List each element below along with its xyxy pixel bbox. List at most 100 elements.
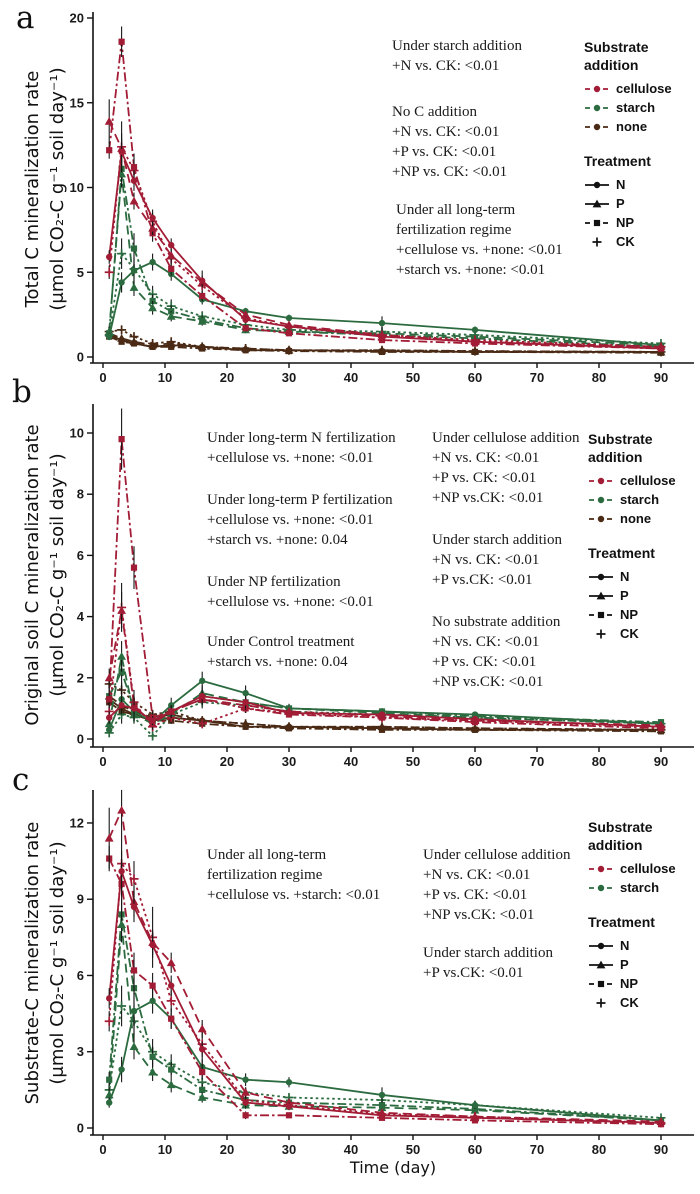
legend-item-P: P xyxy=(588,586,676,605)
series-line xyxy=(108,924,662,1122)
annotation-a-1: No C addition +N vs. CK: <0.01 +P vs. CK: … xyxy=(392,102,507,182)
marker-circle xyxy=(593,123,601,130)
marker-circle xyxy=(242,1076,249,1083)
legend-item-N: N xyxy=(588,567,676,586)
x-tick-label: 80 xyxy=(592,754,606,769)
axes-panel-c: 0 3 6 9 12 0 10 20 30 40 50 60 70 80 90 xyxy=(70,790,694,1157)
y-tick-label: 0 xyxy=(77,732,84,747)
marker-circle xyxy=(471,348,479,356)
legend-b-section-0: Substrate addition cellulose starch none xyxy=(588,430,676,528)
legend-items: cellulose starch xyxy=(588,859,676,897)
marker-square xyxy=(199,1068,206,1076)
series-a-cellulose-N xyxy=(106,138,665,352)
legend-item-starch: starch xyxy=(584,98,672,117)
y-tick-label: 0 xyxy=(77,350,84,365)
marker-square xyxy=(285,1112,293,1119)
x-tick-label: 30 xyxy=(282,1142,296,1157)
legend-item-starch: starch xyxy=(588,490,676,509)
marker-circle xyxy=(471,715,479,723)
y-axis-title-b-line2: (μmol CO₂-C g⁻¹ soil day⁻¹) xyxy=(47,453,68,697)
marker-square xyxy=(149,1053,156,1060)
marker-circle xyxy=(378,347,386,355)
x-tick-label: 30 xyxy=(282,754,296,769)
marker-circle xyxy=(378,319,386,327)
annotation-c-1-line-2: +P vs. CK: <0.01 xyxy=(423,887,528,903)
marker-triangle xyxy=(241,310,250,319)
marker-circle xyxy=(149,214,156,222)
marker-circle xyxy=(593,104,601,111)
legend-item-cellulose: cellulose xyxy=(588,471,676,490)
series-a-starch-P xyxy=(104,160,666,349)
marker-circle xyxy=(168,341,175,349)
x-tick-label: 50 xyxy=(406,754,420,769)
marker-circle xyxy=(199,692,206,700)
y-tick-label: 0 xyxy=(77,1121,84,1136)
annotation-b-0-line-1: +cellulose vs. +none: <0.01 xyxy=(207,450,374,466)
marker-circle xyxy=(657,1119,665,1127)
marker-plus xyxy=(117,325,127,335)
series-line xyxy=(108,701,662,733)
x-tick-label: 40 xyxy=(344,1142,358,1157)
x-tick-label: 70 xyxy=(530,370,544,385)
annotation-b-4-line-2: +P vs. CK: <0.01 xyxy=(432,470,537,486)
annotation-c-1-line-0: Under cellulose addition xyxy=(423,847,571,863)
x-tick-label: 40 xyxy=(344,370,358,385)
legend-c: Substrate addition cellulose starch Treatme… xyxy=(588,818,676,1012)
legend-item-none: none xyxy=(588,509,676,528)
annotation-c-1-line-3: +NP vs.CK: <0.01 xyxy=(423,907,535,923)
annotation-b-3: Under Control treatment +starch vs. +none… xyxy=(207,632,354,672)
annotation-a-2-line-1: fertilization regime xyxy=(396,222,512,238)
marker-circle xyxy=(106,253,113,261)
marker-circle xyxy=(657,723,665,730)
marker-plus xyxy=(117,249,127,259)
marker-triangle xyxy=(104,116,114,125)
marker-triangle xyxy=(377,1103,387,1112)
marker-square xyxy=(199,1086,206,1093)
marker-square xyxy=(168,265,175,272)
legend-marker-square-icon xyxy=(589,980,613,987)
annotation-c-2-line-1: +P vs.CK: <0.01 xyxy=(423,965,524,981)
annotation-b-1-line-1: +cellulose vs. +none: <0.01 xyxy=(207,512,374,528)
annotation-a-2-line-2: +cellulose vs. +none: <0.01 xyxy=(396,242,563,258)
legend-a: Substrate addition cellulose starch none Tre… xyxy=(584,38,672,251)
legend-marker-circle-icon xyxy=(589,884,613,891)
marker-circle xyxy=(242,699,249,706)
marker-circle xyxy=(285,1103,293,1110)
marker-circle xyxy=(471,711,479,718)
marker-square xyxy=(118,38,125,45)
series-a-cellulose-NP xyxy=(106,26,665,352)
y-tick-label: 2 xyxy=(77,670,84,685)
annotation-b-5-line-2: +P vs.CK: <0.01 xyxy=(432,572,533,588)
legend-item-P: P xyxy=(584,194,672,213)
legend-c-section-1: Treatment N P NP CK xyxy=(588,913,676,1012)
annotation-b-2-line-0: Under NP fertilization xyxy=(207,574,341,590)
marker-circle xyxy=(130,903,138,911)
x-tick-label: 80 xyxy=(592,370,606,385)
panel-letter-a: a xyxy=(16,0,35,36)
marker-circle xyxy=(597,884,605,891)
legend-item-label: starch xyxy=(620,492,660,507)
legend-item-none: none xyxy=(584,117,672,136)
marker-circle xyxy=(378,1091,386,1099)
legend-marker-square-icon xyxy=(589,611,613,618)
marker-circle xyxy=(285,1079,293,1086)
annotation-c-1-line-1: +N vs. CK: <0.01 xyxy=(423,867,531,883)
legend-item-label: none xyxy=(620,511,652,526)
legend-section-title: Substrate addition xyxy=(588,431,653,465)
y-tick-label: 20 xyxy=(70,11,84,26)
marker-circle xyxy=(199,677,206,685)
annotation-b-3-line-0: Under Control treatment xyxy=(207,634,355,650)
legend-a-section-1: Treatment N P NP CK xyxy=(584,152,672,251)
legend-item-N: N xyxy=(588,936,676,955)
marker-circle xyxy=(149,717,156,724)
annotation-b-4-line-3: +NP vs.CK: <0.01 xyxy=(432,490,544,506)
marker-circle xyxy=(118,279,125,286)
marker-square xyxy=(168,1015,175,1022)
marker-circle xyxy=(593,85,601,92)
marker-circle xyxy=(106,714,113,721)
y-axis-title-c-line1: Substrate-C mineralization rate xyxy=(22,821,43,1105)
series-line xyxy=(108,914,662,1122)
y-axis-title-c-line2: (μmol CO₂-C g⁻¹ soil day⁻¹) xyxy=(47,841,68,1085)
series-line xyxy=(108,143,662,348)
series-b-cellulose-P xyxy=(104,592,666,730)
